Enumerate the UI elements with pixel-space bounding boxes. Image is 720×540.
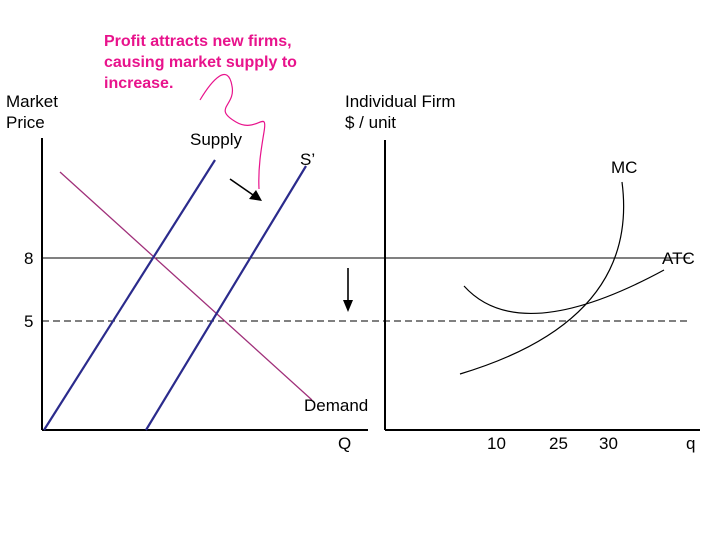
firm-y-label-line1: Individual Firm [345,92,456,111]
firm-x-label: q [686,434,696,453]
atc-label: ATC [662,249,695,268]
annotation-line-1: Profit attracts new firms, [104,33,292,50]
annotation-line-2: causing market supply to [104,54,297,71]
annotation-line-3: increase. [104,75,174,92]
shifted-supply-curve [145,165,307,431]
market-y-label-line2: Price [6,113,45,132]
supply-label: Supply [190,130,242,149]
demand-curve [59,171,313,401]
demand-label: Demand [304,396,369,415]
price-drop-arrow-head [343,300,353,312]
quantity-tick-10: 10 [487,434,506,453]
quantity-tick-30: 30 [599,434,618,453]
market-y-label-line1: Market [6,92,58,111]
price-tick-5: 5 [24,312,34,331]
shift-arrow-head [249,190,262,201]
profit-annotation: Profit attracts new firms, causing marke… [104,31,344,94]
atc-curve [463,269,665,315]
mc-label: MC [611,158,638,177]
shift-arrow [229,178,257,198]
mc-curve [459,181,625,375]
market-x-label: Q [338,434,352,453]
supply-curve [43,159,216,431]
annotation-connector [199,73,266,190]
firm-y-label-line2: $ / unit [345,113,397,132]
quantity-tick-25: 25 [549,434,568,453]
price-tick-8: 8 [24,249,34,268]
shifted-supply-label: S’ [300,150,316,169]
